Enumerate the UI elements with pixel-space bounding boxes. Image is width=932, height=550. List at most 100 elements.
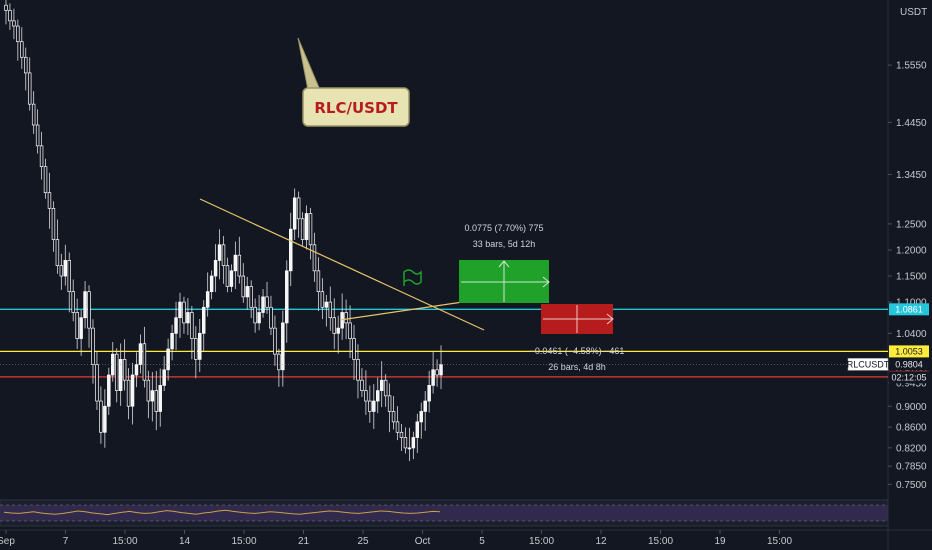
- time-tick-label: 15:00: [767, 536, 792, 547]
- candle-body: [20, 41, 24, 58]
- candle-body: [399, 431, 404, 438]
- candle-body: [407, 447, 412, 450]
- candle-body: [300, 218, 305, 240]
- rsi-panel[interactable]: [0, 499, 889, 527]
- candle-body: [138, 343, 143, 365]
- candle-body: [312, 244, 317, 272]
- candle-body: [95, 364, 99, 402]
- long-right-arrow-icon: [542, 276, 550, 288]
- candle-body: [229, 270, 234, 287]
- candle-body: [83, 291, 87, 319]
- pivot-level-label: 1.0053: [895, 346, 923, 356]
- candle-body: [162, 369, 166, 386]
- candle-body: [419, 411, 423, 423]
- symbol-tag-label: RLCUSDT: [847, 359, 890, 369]
- candle-body: [372, 400, 376, 412]
- time-tick-label: 14: [179, 536, 191, 547]
- candle-body: [87, 291, 91, 329]
- candle-body: [273, 327, 277, 355]
- candle-body: [213, 260, 218, 277]
- candle-body: [43, 166, 48, 194]
- candle-body: [435, 369, 439, 376]
- candle-body: [55, 239, 60, 266]
- candle-body: [118, 359, 123, 391]
- price-tick-label: 0.7850: [896, 462, 927, 473]
- candle-body: [316, 270, 321, 293]
- candle-body: [249, 286, 253, 308]
- candle-body: [75, 312, 79, 339]
- candle-body: [265, 296, 269, 308]
- candle-body: [304, 213, 309, 240]
- currency-label: USDT: [900, 7, 927, 18]
- candle-body: [194, 338, 198, 360]
- countdown-label: 02:12:05: [891, 372, 926, 382]
- candle-body: [289, 228, 293, 272]
- candle-body: [114, 353, 119, 391]
- candle-body: [201, 306, 206, 334]
- time-tick-label: 7: [63, 536, 69, 547]
- candlestick-series: [4, 0, 443, 462]
- candle-body: [198, 332, 202, 360]
- candle-body: [320, 291, 325, 308]
- candle-body: [277, 353, 281, 371]
- time-tick-label: 21: [298, 536, 310, 547]
- candle-body: [376, 390, 380, 402]
- callout-box: [302, 87, 410, 127]
- flag-icon[interactable]: [403, 269, 422, 286]
- candle-body: [27, 72, 32, 105]
- short-projection-stats: −0.0461 (−4.58%) −461: [530, 346, 625, 356]
- short-position-tool[interactable]: −0.0461 (−4.58%) −461 26 bars, 4d 8h: [530, 304, 625, 372]
- candle-body: [31, 103, 36, 126]
- time-tick-label: 25: [357, 536, 369, 547]
- candle-body: [431, 369, 435, 386]
- candle-body: [63, 260, 68, 277]
- price-tick-label: 1.1000: [896, 298, 927, 309]
- candle-body: [150, 390, 155, 402]
- price-tick-label: 1.5550: [896, 61, 927, 72]
- candle-body: [348, 322, 352, 339]
- candle-body: [292, 197, 297, 230]
- candle-body: [182, 301, 186, 324]
- price-tick-label: 1.2000: [896, 246, 927, 257]
- candle-body: [209, 275, 214, 293]
- candle-body: [103, 405, 107, 433]
- price-tick-label: 0.9000: [896, 402, 927, 413]
- candle-body: [174, 317, 178, 334]
- candle-body: [360, 379, 364, 391]
- time-axis[interactable]: Sep 7 15:00 14 15:00 21 25 Oct 5 15:00 12 15:00 19 15…: [0, 530, 792, 547]
- candle-body: [154, 390, 158, 412]
- price-axis[interactable]: 1.5550 1.4450 1.3450 1.2500 1.2000 1.1500 1.10…: [888, 61, 927, 491]
- short-right-arrow-icon: [606, 313, 614, 325]
- rsi-line: [3, 509, 441, 516]
- candle-body: [364, 390, 368, 402]
- candle-body: [344, 312, 348, 324]
- candle-body: [296, 197, 301, 220]
- current-price-tag: [889, 358, 929, 371]
- time-tick-label: 15:00: [112, 536, 137, 547]
- candle-body: [332, 317, 336, 334]
- price-tick-label: 0.8200: [896, 443, 927, 454]
- candle-body: [158, 385, 162, 412]
- candle-body: [51, 207, 56, 240]
- candle-body: [8, 10, 12, 22]
- candle-body: [328, 301, 333, 319]
- candle-body: [395, 421, 400, 433]
- long-position-tool[interactable]: 0.0775 (7.70%) 775 33 bars, 5d 12h: [459, 223, 550, 303]
- candle-body: [324, 301, 329, 308]
- candle-body: [423, 400, 427, 412]
- callout-pointer: [297, 37, 321, 91]
- symbol-callout[interactable]: RLC/USDT: [297, 37, 410, 127]
- candle-body: [12, 20, 16, 27]
- candle-body: [356, 359, 360, 381]
- candle-body: [16, 25, 20, 43]
- candle-body: [190, 312, 194, 339]
- candle-body: [308, 213, 313, 246]
- candle-body: [403, 437, 408, 449]
- candle-body: [39, 145, 44, 168]
- price-tick-label: 1.3450: [896, 170, 927, 181]
- candle-body: [186, 312, 190, 324]
- descending-trendline[interactable]: [199, 198, 485, 331]
- time-tick-label: Oct: [415, 536, 431, 547]
